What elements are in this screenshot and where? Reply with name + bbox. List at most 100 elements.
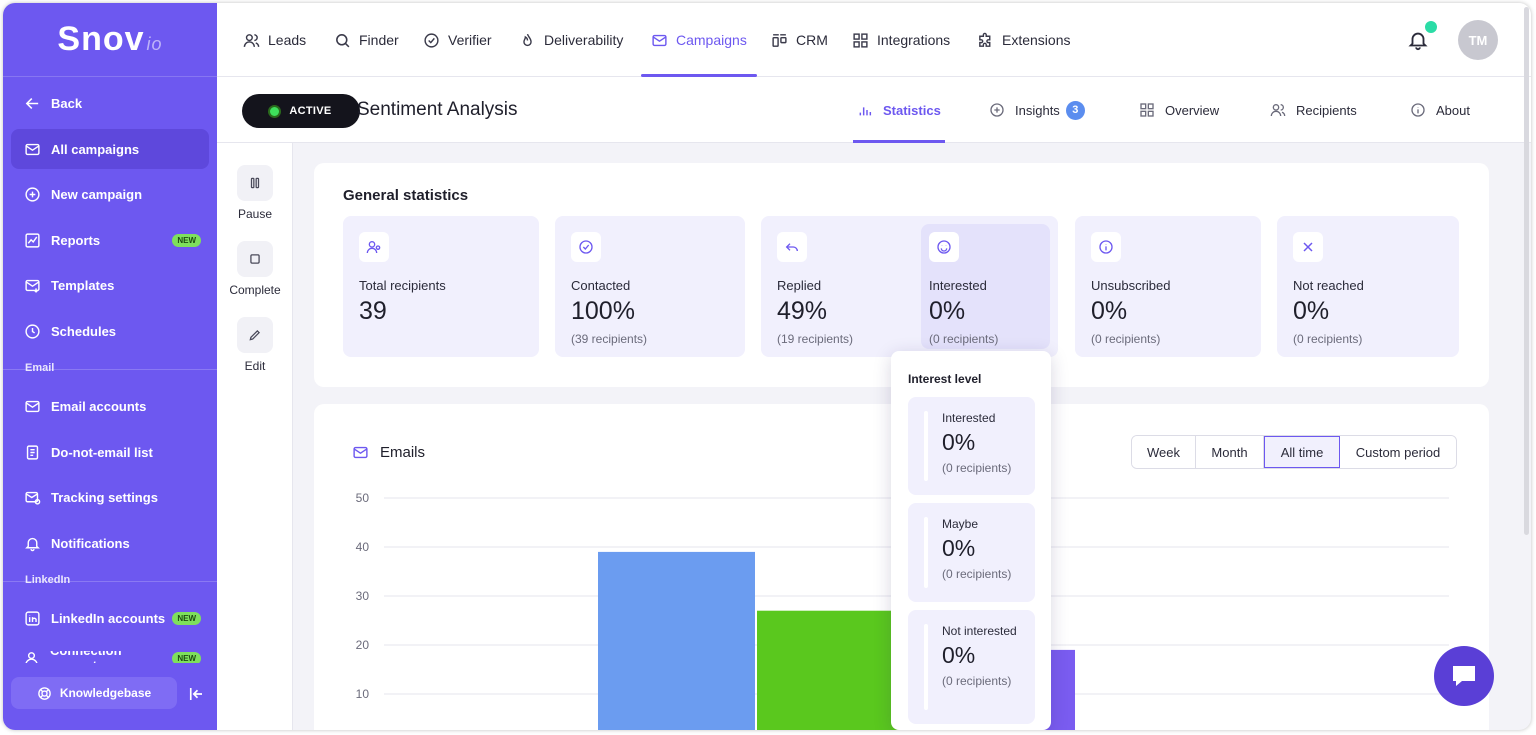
nav-verifier[interactable]: Verifier [423, 3, 492, 77]
sidebar-item-all-campaigns[interactable]: All campaigns [11, 129, 209, 169]
stat-label: Total recipients [359, 278, 446, 293]
stat-not-reached[interactable]: Not reached 0% (0 recipients) [1277, 216, 1459, 357]
stat-total-recipients[interactable]: Total recipients 39 [343, 216, 539, 357]
nav-finder[interactable]: Finder [334, 3, 399, 77]
sidebar-item-label: LinkedIn accounts [51, 610, 166, 626]
sidebar-item-notifications[interactable]: Notifications [11, 523, 209, 563]
section-linkedin: LinkedIn [25, 574, 71, 586]
emails-title: Emails [352, 444, 425, 461]
period-all-time-button[interactable]: All time [1264, 436, 1340, 468]
mail-icon [23, 397, 41, 415]
new-badge: NEW [172, 651, 201, 663]
period-week-button[interactable]: Week [1132, 436, 1196, 468]
logo[interactable]: Snov io [3, 3, 217, 77]
new-badge: NEW [172, 611, 201, 625]
sidebar-item-templates[interactable]: Templates [11, 265, 209, 305]
nav-label: CRM [796, 32, 828, 48]
nav-deliverability[interactable]: Deliverability [519, 3, 623, 77]
bar-series-1[interactable] [598, 551, 755, 730]
interest-value: 0% [942, 535, 976, 561]
stat-unsubscribed[interactable]: Unsubscribed 0% (0 recipients) [1075, 216, 1261, 357]
nav-crm[interactable]: CRM [771, 3, 828, 77]
user-icon [23, 651, 40, 663]
interest-maybe[interactable]: Maybe 0% (0 recipients) [908, 503, 1035, 602]
sidebar-item-label: Email accounts [51, 398, 147, 414]
back-label: Back [51, 95, 83, 111]
status-badge[interactable]: ACTIVE [242, 94, 360, 128]
sidebar-overflow-clip: Connection requests NEW [3, 651, 217, 663]
sidebar-item-new-campaign[interactable]: New campaign [11, 174, 209, 214]
stat-sub: (0 recipients) [1293, 332, 1363, 346]
tab-label: Insights [1015, 102, 1060, 118]
notification-bell-icon[interactable] [1407, 29, 1429, 51]
document-icon [23, 443, 41, 461]
tab-recipients[interactable]: Recipients [1270, 77, 1357, 143]
pause-icon [237, 165, 273, 201]
top-navigation: Leads Finder Verifier Deliverability Cam… [217, 3, 1531, 77]
general-statistics-card: General statistics Total recipients 39 C… [314, 163, 1489, 387]
stat-sub: (39 recipients) [571, 332, 648, 346]
tab-insights[interactable]: Insights 3 [989, 77, 1085, 143]
sidebar-item-label: Reports [51, 232, 101, 248]
sidebar-item-label: Notifications [51, 535, 130, 551]
check-circle-icon [571, 232, 601, 262]
bar-series-2[interactable] [757, 610, 915, 730]
sidebar-item-reports[interactable]: Reports NEW [11, 220, 209, 260]
stat-interested[interactable]: Interested 0% (0 recipients) [929, 232, 998, 346]
collapse-sidebar-icon[interactable] [187, 685, 205, 703]
mail-icon [23, 140, 41, 158]
sidebar-item-connection-requests[interactable]: Connection requests NEW [11, 651, 209, 663]
stat-value: 0% [1091, 297, 1128, 325]
scrollbar[interactable] [1524, 7, 1529, 535]
chart-icon [23, 231, 41, 249]
pencil-icon [237, 317, 273, 353]
interest-sub: (0 recipients) [942, 567, 1012, 581]
interest-not-interested[interactable]: Not interested 0% (0 recipients) [908, 610, 1035, 724]
sidebar-item-schedules[interactable]: Schedules [11, 311, 209, 351]
edit-button[interactable]: Edit [217, 317, 293, 373]
stat-sub: (19 recipients) [777, 332, 854, 346]
period-month-button[interactable]: Month [1196, 436, 1264, 468]
app-window: Snov io Back All campaigns New campaign R… [3, 3, 1531, 730]
linkedin-icon [23, 609, 41, 627]
stat-label: Unsubscribed [1091, 278, 1171, 293]
nav-leads[interactable]: Leads [243, 3, 306, 77]
stat-label: Contacted [571, 278, 631, 293]
complete-button[interactable]: Complete [217, 241, 293, 297]
interest-label: Interested [942, 411, 996, 425]
plus-circle-icon [23, 185, 41, 203]
stat-replied[interactable]: Replied 49% (19 recipients) [777, 232, 853, 346]
y-tick-label: 40 [356, 540, 370, 554]
stat-contacted[interactable]: Contacted 100% (39 recipients) [555, 216, 745, 357]
nav-label: Deliverability [544, 32, 624, 48]
sidebar-item-do-not-email[interactable]: Do-not-email list [11, 432, 209, 472]
sidebar-item-label: Tracking settings [51, 489, 158, 505]
campaign-header: ACTIVE Sentiment Analysis Statistics Ins… [217, 77, 1531, 143]
avatar[interactable]: TM [1458, 20, 1498, 60]
nav-extensions[interactable]: Extensions [977, 3, 1070, 77]
tab-overview[interactable]: Overview [1139, 77, 1219, 143]
back-button[interactable]: Back [11, 83, 209, 123]
info-icon [1411, 103, 1425, 117]
knowledgebase-button[interactable]: Knowledgebase [11, 677, 177, 709]
page-title: Sentiment Analysis [357, 99, 518, 120]
period-custom-button[interactable]: Custom period [1340, 436, 1456, 468]
interest-label: Maybe [942, 517, 979, 531]
sidebar-item-email-accounts[interactable]: Email accounts [11, 386, 209, 426]
tab-label: Overview [1165, 102, 1220, 118]
sidebar-item-tracking-settings[interactable]: Tracking settings [11, 477, 209, 517]
tab-statistics[interactable]: Statistics [853, 77, 945, 143]
sidebar-item-linkedin-accounts[interactable]: LinkedIn accounts NEW [11, 598, 209, 638]
nav-campaigns[interactable]: Campaigns [641, 3, 757, 77]
grid-icon [853, 32, 868, 48]
pause-button[interactable]: Pause [217, 165, 293, 221]
nav-integrations[interactable]: Integrations [852, 3, 950, 77]
lifebuoy-icon [38, 686, 51, 700]
nav-label: Integrations [877, 32, 951, 48]
interest-interested[interactable]: Interested 0% (0 recipients) [908, 397, 1035, 495]
grid-icon [1140, 103, 1154, 117]
stat-label: Not reached [1293, 278, 1364, 293]
stat-value: 100% [571, 297, 635, 325]
chat-button[interactable] [1434, 646, 1494, 706]
tab-about[interactable]: About [1410, 77, 1470, 143]
